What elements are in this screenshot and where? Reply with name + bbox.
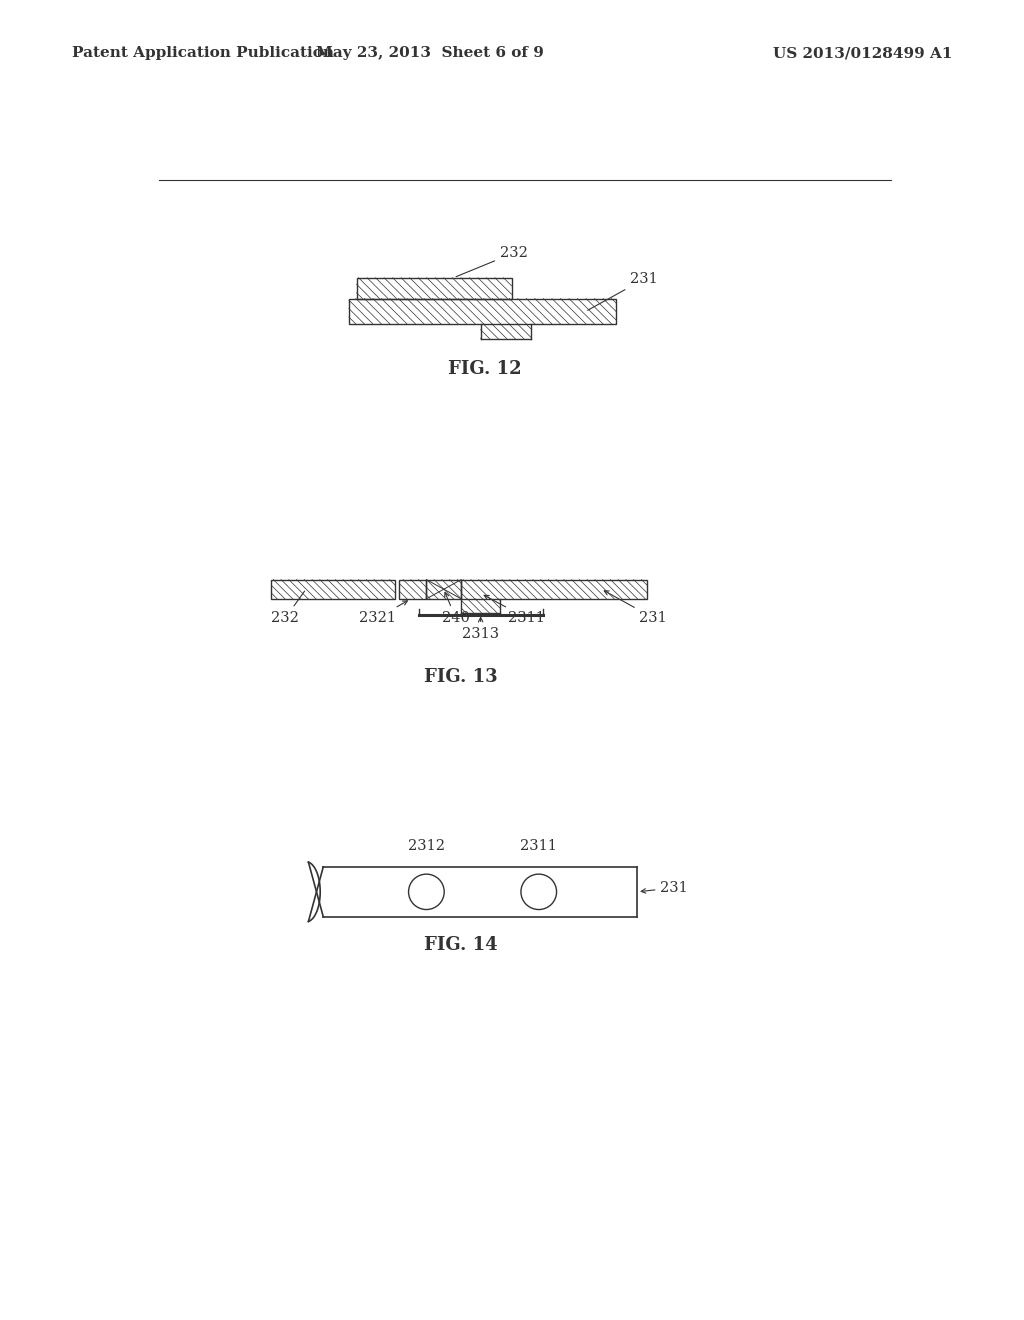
Text: 240: 240: [442, 593, 470, 624]
Text: FIG. 13: FIG. 13: [424, 668, 498, 686]
Bar: [461, 579, 647, 599]
Text: 2311: 2311: [484, 595, 545, 624]
Bar: [356, 277, 512, 298]
Text: FIG. 14: FIG. 14: [424, 936, 498, 954]
Text: 2321: 2321: [359, 601, 408, 624]
Text: 231: 231: [604, 591, 668, 624]
Text: 2311: 2311: [520, 840, 557, 853]
Bar: [349, 298, 616, 323]
Text: 231: 231: [641, 880, 688, 895]
Text: Patent Application Publication: Patent Application Publication: [72, 46, 334, 61]
Bar: [271, 579, 395, 599]
Text: 2313: 2313: [462, 627, 499, 640]
Text: US 2013/0128499 A1: US 2013/0128499 A1: [773, 46, 952, 61]
Text: FIG. 12: FIG. 12: [447, 360, 521, 378]
Text: 232: 232: [271, 591, 304, 624]
Bar: [399, 579, 426, 599]
Text: May 23, 2013  Sheet 6 of 9: May 23, 2013 Sheet 6 of 9: [316, 46, 544, 61]
Bar: [426, 579, 461, 599]
Text: 2312: 2312: [408, 840, 444, 853]
Text: 232: 232: [456, 246, 528, 277]
Text: 231: 231: [588, 272, 658, 310]
